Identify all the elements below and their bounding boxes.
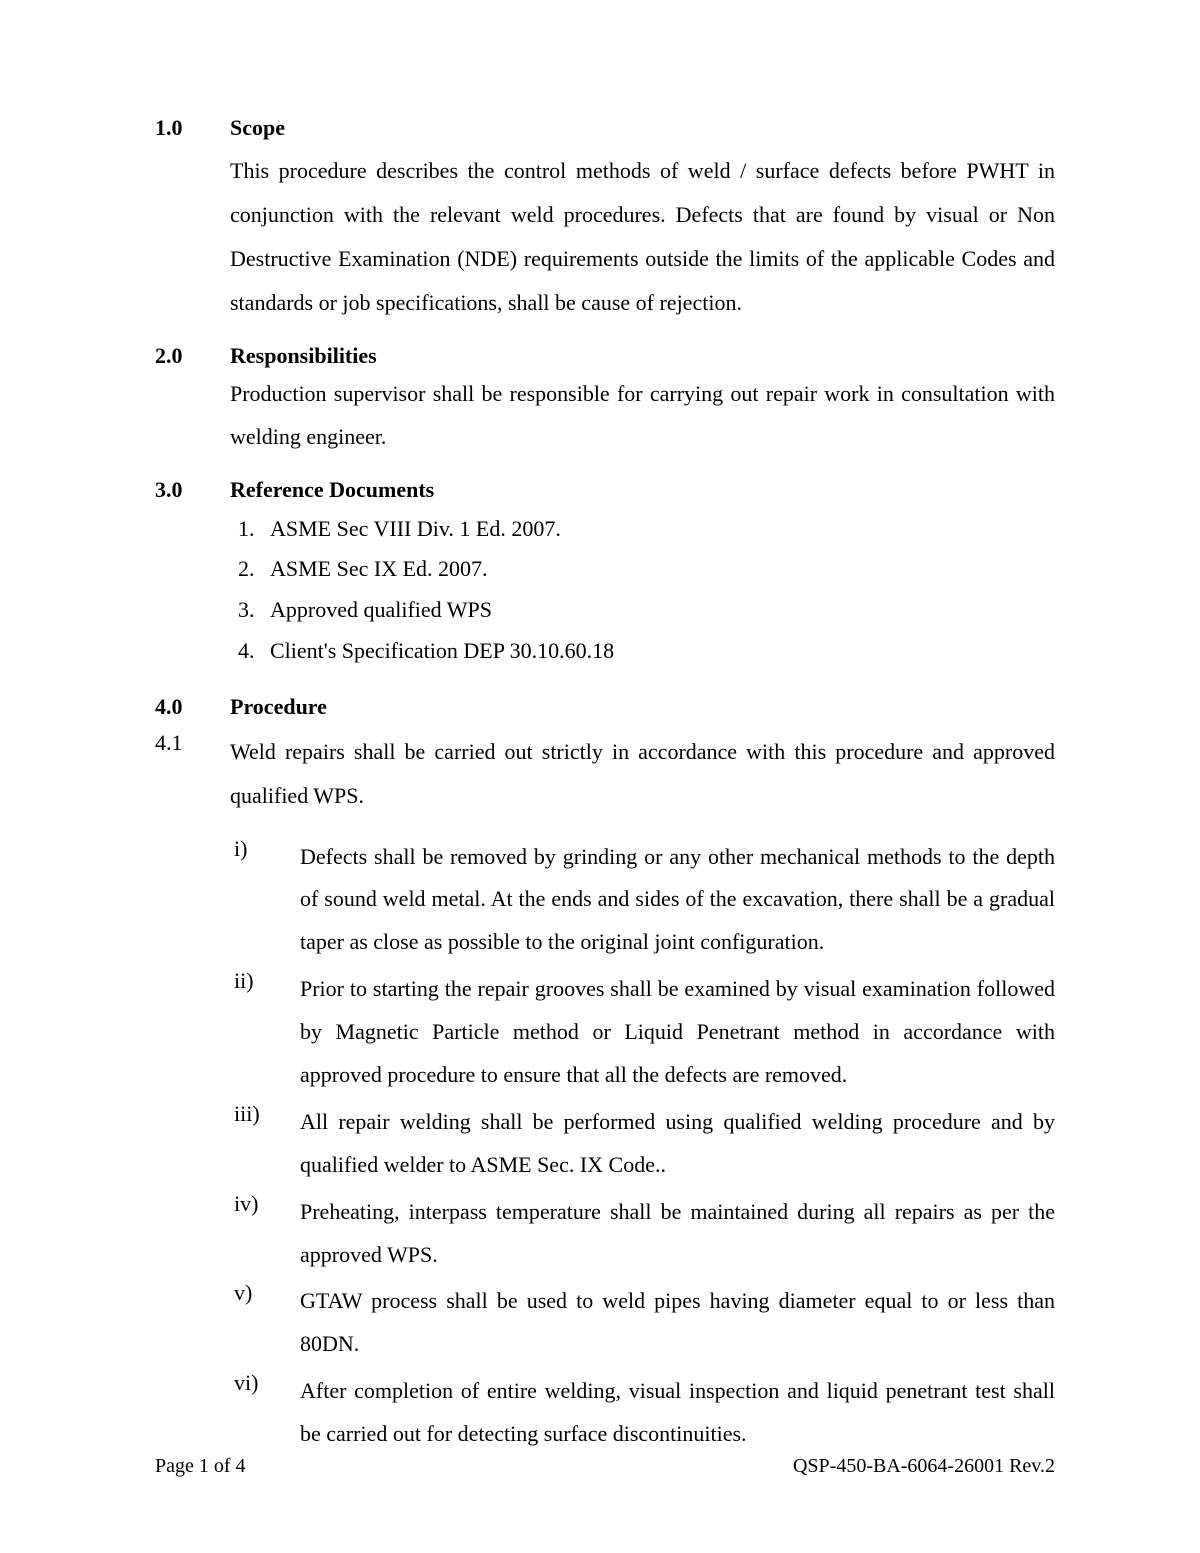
procedure-item-text: Prior to starting the repair grooves sha…: [300, 968, 1055, 1097]
procedure-item: iv) Preheating, interpass temperature sh…: [230, 1191, 1055, 1277]
procedure-item: iii) All repair welding shall be perform…: [230, 1101, 1055, 1187]
reference-list: 1. ASME Sec VIII Div. 1 Ed. 2007. 2. ASM…: [230, 509, 1055, 672]
section-scope: 1.0 Scope This procedure describes the c…: [155, 115, 1055, 325]
section-header-row: 3.0 Reference Documents: [155, 477, 1055, 503]
procedure-item-text: After completion of entire welding, visu…: [300, 1370, 1055, 1456]
subsection-row: 4.1 Weld repairs shall be carried out st…: [155, 730, 1055, 818]
section-header-row: 4.0 Procedure: [155, 694, 1055, 720]
section-body: This procedure describes the control met…: [230, 149, 1055, 325]
procedure-item-text: Defects shall be removed by grinding or …: [300, 836, 1055, 965]
page-footer: Page 1 of 4 QSP-450-BA-6064-26001 Rev.2: [155, 1455, 1055, 1478]
section-procedure: 4.0 Procedure 4.1 Weld repairs shall be …: [155, 694, 1055, 1456]
section-number: 1.0: [155, 115, 230, 141]
procedure-item-number: vi): [230, 1370, 300, 1396]
subsection-number: 4.1: [155, 730, 230, 756]
reference-item: 4. Client's Specification DEP 30.10.60.1…: [230, 631, 1055, 672]
reference-item: 3. Approved qualified WPS: [230, 590, 1055, 631]
section-heading: Procedure: [230, 694, 327, 720]
section-heading: Scope: [230, 115, 285, 141]
section-body: Production supervisor shall be responsib…: [230, 373, 1055, 459]
procedure-item-number: v): [230, 1280, 300, 1306]
section-header-row: 1.0 Scope: [155, 115, 1055, 141]
reference-item-number: 2.: [230, 549, 270, 590]
section-header-row: 2.0 Responsibilities: [155, 343, 1055, 369]
subsection-body: Weld repairs shall be carried out strict…: [230, 730, 1055, 818]
section-number: 3.0: [155, 477, 230, 503]
reference-item-number: 4.: [230, 631, 270, 672]
section-heading: Responsibilities: [230, 343, 377, 369]
section-heading: Reference Documents: [230, 477, 434, 503]
reference-item-text: Client's Specification DEP 30.10.60.18: [270, 631, 1055, 672]
procedure-item-list: i) Defects shall be removed by grinding …: [230, 836, 1055, 1456]
procedure-item-number: iii): [230, 1101, 300, 1127]
procedure-item: vi) After completion of entire welding, …: [230, 1370, 1055, 1456]
reference-item-text: ASME Sec VIII Div. 1 Ed. 2007.: [270, 509, 1055, 550]
procedure-item-text: GTAW process shall be used to weld pipes…: [300, 1280, 1055, 1366]
document-page: 1.0 Scope This procedure describes the c…: [0, 0, 1200, 1544]
procedure-item-number: i): [230, 836, 300, 862]
procedure-item: ii) Prior to starting the repair grooves…: [230, 968, 1055, 1097]
reference-item: 2. ASME Sec IX Ed. 2007.: [230, 549, 1055, 590]
procedure-item-number: iv): [230, 1191, 300, 1217]
reference-item-text: ASME Sec IX Ed. 2007.: [270, 549, 1055, 590]
procedure-item-number: ii): [230, 968, 300, 994]
procedure-item: v) GTAW process shall be used to weld pi…: [230, 1280, 1055, 1366]
footer-document-id: QSP-450-BA-6064-26001 Rev.2: [793, 1455, 1055, 1478]
reference-item: 1. ASME Sec VIII Div. 1 Ed. 2007.: [230, 509, 1055, 550]
section-reference-documents: 3.0 Reference Documents 1. ASME Sec VIII…: [155, 477, 1055, 672]
footer-page-number: Page 1 of 4: [155, 1455, 246, 1478]
reference-item-number: 1.: [230, 509, 270, 550]
section-responsibilities: 2.0 Responsibilities Production supervis…: [155, 343, 1055, 459]
section-number: 4.0: [155, 694, 230, 720]
procedure-item-text: All repair welding shall be performed us…: [300, 1101, 1055, 1187]
procedure-item: i) Defects shall be removed by grinding …: [230, 836, 1055, 965]
procedure-item-text: Preheating, interpass temperature shall …: [300, 1191, 1055, 1277]
reference-item-text: Approved qualified WPS: [270, 590, 1055, 631]
section-number: 2.0: [155, 343, 230, 369]
reference-item-number: 3.: [230, 590, 270, 631]
